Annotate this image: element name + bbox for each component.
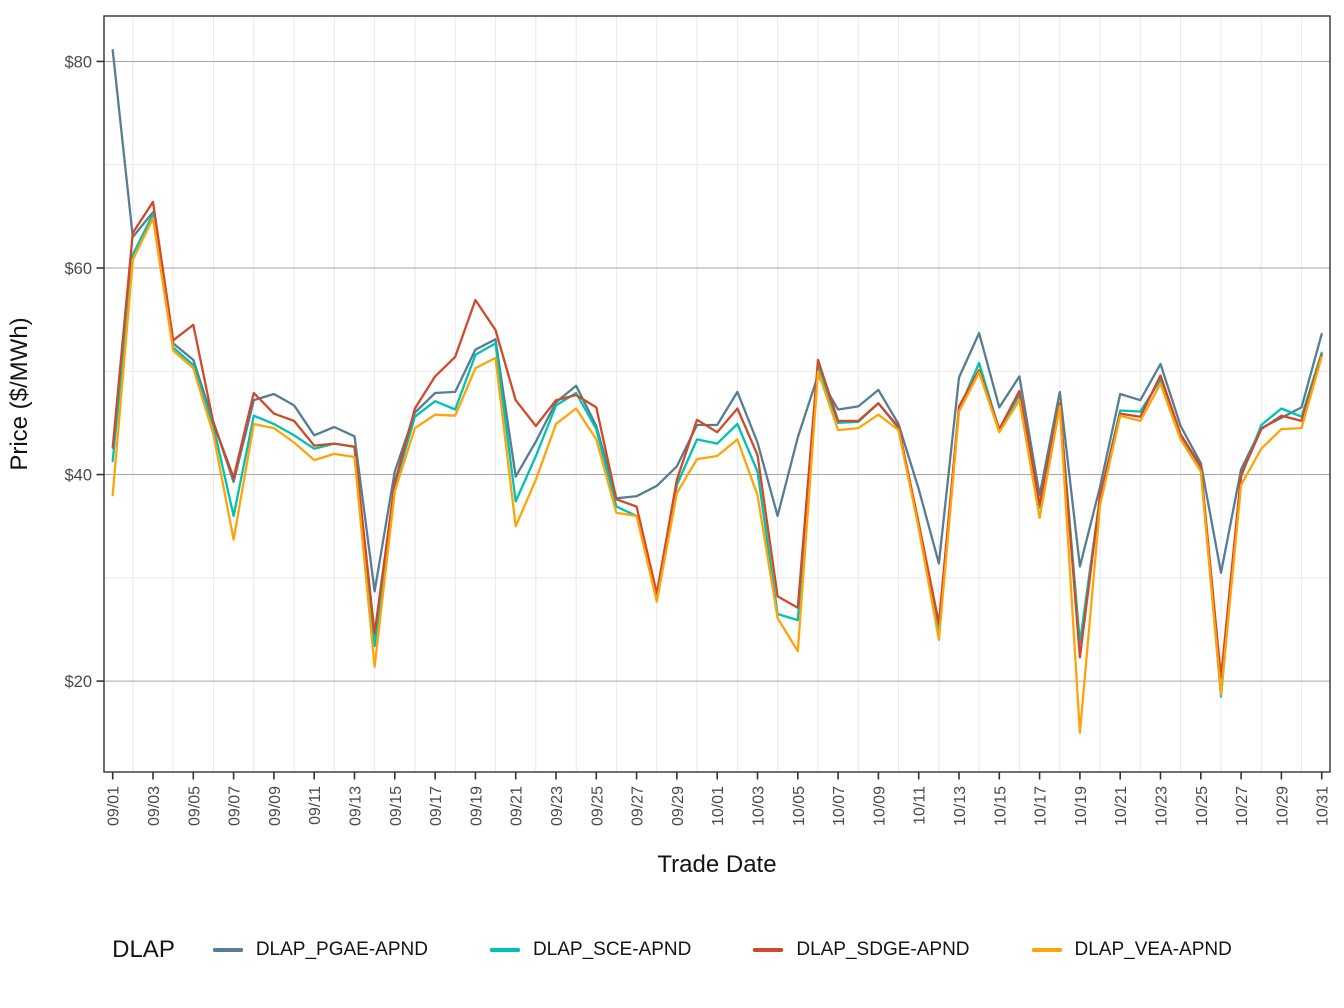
x-tick-label: 10/15 bbox=[992, 786, 1009, 826]
legend-key-line bbox=[753, 948, 784, 952]
x-tick-label: 09/05 bbox=[186, 786, 203, 826]
series-line-DLAP_PGAE-APND bbox=[111, 48, 1323, 593]
axis-tick-marks bbox=[96, 60, 1323, 780]
legend-label: DLAP_SCE-APND bbox=[532, 939, 692, 960]
x-axis-tick-labels: 09/01 09/03 09/05 09/07 09/09 09/11 09/13 09/15… bbox=[106, 786, 1332, 826]
series-line-DLAP_SCE-APND bbox=[111, 213, 1323, 698]
x-tick-label: 10/01 bbox=[710, 786, 727, 826]
x-tick-label: 10/17 bbox=[1033, 786, 1050, 826]
x-tick-label: 10/13 bbox=[952, 786, 969, 826]
legend-key-line bbox=[212, 948, 243, 952]
y-axis-tick-labels: $20 $40 $60 $80 bbox=[64, 53, 92, 691]
x-tick-label: 09/09 bbox=[267, 786, 284, 826]
panel-border bbox=[103, 15, 1331, 773]
series-line-DLAP_SDGE-APND bbox=[111, 200, 1323, 680]
y-axis-title: Price ($/MWh) bbox=[6, 317, 33, 470]
x-tick-label: 09/01 bbox=[106, 786, 123, 826]
series-line-DLAP_VEA-APND bbox=[111, 217, 1323, 734]
x-tick-label: 09/13 bbox=[348, 786, 365, 826]
x-tick-label: 10/19 bbox=[1073, 786, 1090, 826]
legend-item-DLAP_PGAE-APND: DLAP_PGAE-APND bbox=[212, 939, 428, 961]
x-tick-label: 10/11 bbox=[912, 786, 929, 825]
legend: DLAP DLAP_PGAE-APND DLAP_SCE-APND DLAP_SDG… bbox=[0, 936, 1344, 964]
x-tick-label: 10/27 bbox=[1234, 786, 1251, 826]
legend-label: DLAP_SDGE-APND bbox=[796, 939, 970, 960]
major-gridlines bbox=[104, 60, 1330, 682]
x-tick-label: 10/21 bbox=[1113, 786, 1130, 826]
series-lines bbox=[111, 48, 1323, 734]
legend-item-DLAP_SCE-APND: DLAP_SCE-APND bbox=[489, 939, 692, 961]
x-tick-label: 10/03 bbox=[751, 786, 768, 826]
x-axis-title: Trade Date bbox=[657, 851, 776, 878]
legend-title: DLAP bbox=[112, 936, 175, 963]
x-tick-label: 10/07 bbox=[831, 786, 848, 826]
x-tick-label: 09/03 bbox=[146, 786, 163, 826]
plot-area: $20$40$60$80 09/01 09/03 09/05 09/07 09/09 09… bbox=[6, 15, 1332, 878]
x-tick-label: 09/19 bbox=[468, 786, 485, 826]
legend-item-DLAP_SDGE-APND: DLAP_SDGE-APND bbox=[753, 939, 970, 961]
x-tick-label: 10/25 bbox=[1194, 786, 1211, 826]
x-tick-label: 09/15 bbox=[388, 786, 405, 826]
legend-label: DLAP_PGAE-APND bbox=[255, 939, 428, 960]
x-tick-label: 09/21 bbox=[509, 786, 526, 826]
legend-key-line bbox=[1031, 948, 1062, 952]
x-tick-label: 09/27 bbox=[630, 786, 647, 826]
y-tick-label: $40 bbox=[64, 467, 92, 485]
x-tick-label: 10/05 bbox=[791, 786, 808, 826]
x-tick-label: 10/09 bbox=[871, 786, 888, 826]
x-tick-label: 09/11 bbox=[307, 786, 324, 825]
minor-gridlines bbox=[104, 16, 1330, 772]
x-tick-label: 10/23 bbox=[1154, 786, 1171, 826]
y-tick-label: $60 bbox=[64, 260, 92, 278]
x-tick-label: 09/07 bbox=[227, 786, 244, 826]
x-tick-label: 09/25 bbox=[589, 786, 606, 826]
y-tick-label: $20 bbox=[64, 673, 92, 691]
x-tick-label: 09/17 bbox=[428, 786, 445, 826]
x-tick-label: 10/29 bbox=[1274, 786, 1291, 826]
x-tick-label: 10/31 bbox=[1315, 786, 1332, 826]
legend-item-DLAP_VEA-APND: DLAP_VEA-APND bbox=[1031, 939, 1232, 961]
x-tick-label: 09/23 bbox=[549, 786, 566, 826]
legend-key-line bbox=[489, 948, 520, 952]
y-tick-label: $80 bbox=[64, 53, 92, 71]
legend-label: DLAP_VEA-APND bbox=[1074, 939, 1232, 960]
x-tick-label: 09/29 bbox=[670, 786, 687, 826]
